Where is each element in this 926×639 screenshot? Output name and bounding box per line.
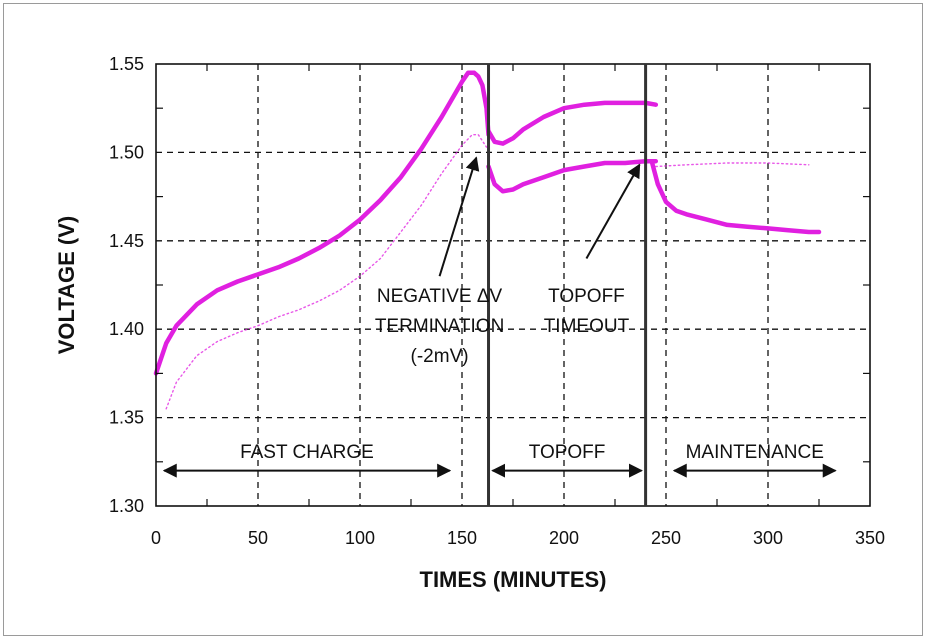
y-tick-label: 1.30: [109, 496, 144, 516]
plot-area-border: [155, 63, 871, 507]
y-tick-label: 1.50: [109, 142, 144, 162]
x-tick-label: 150: [447, 528, 477, 548]
annotation-arrow: [585, 163, 641, 259]
annotation-label-topoff-timeout: TIMEOUT: [544, 316, 630, 337]
x-tick-label: 300: [753, 528, 783, 548]
y-axis-title: VOLTAGE (V): [54, 216, 79, 355]
annotation-label-topoff-timeout: TOPOFF: [548, 286, 625, 307]
phase-label: TOPOFF: [529, 442, 606, 463]
x-tick-label: 250: [651, 528, 681, 548]
x-tick-label: 0: [151, 528, 161, 548]
x-tick-label: 350: [855, 528, 885, 548]
series-line-6: [655, 162, 810, 168]
y-tick-label: 1.35: [109, 408, 144, 428]
phase-label: MAINTENANCE: [686, 442, 824, 463]
series-line-5: [165, 133, 488, 410]
annotation-arrow: [438, 156, 480, 277]
series-line-2: [486, 100, 659, 146]
y-tick-label: 1.45: [109, 231, 144, 251]
x-tick-label: 100: [345, 528, 375, 548]
series-line-1: [153, 70, 491, 376]
y-tick-label: 1.55: [109, 54, 144, 74]
chart-frame: 0 50 100 150 200 250 300 350 1.30 1.35 1.40 1.45 1.5…: [3, 3, 923, 636]
annotation-label-negative-dv: (-2mV): [411, 346, 469, 367]
chart-svg: 0 50 100 150 200 250 300 350 1.30 1.35 1.40 1.45 1.5…: [54, 54, 885, 592]
phase-label: FAST CHARGE: [240, 442, 374, 463]
series-line-3: [486, 158, 659, 194]
annotation-label-negative-dv: TERMINATION: [375, 316, 504, 337]
y-tick-label: 1.40: [109, 319, 144, 339]
annotation-label-negative-dv: NEGATIVE ΔV: [377, 286, 503, 307]
x-tick-label: 200: [549, 528, 579, 548]
series-line-4: [649, 158, 822, 235]
x-axis-title: TIMES (MINUTES): [420, 567, 607, 592]
x-tick-label: 50: [248, 528, 268, 548]
